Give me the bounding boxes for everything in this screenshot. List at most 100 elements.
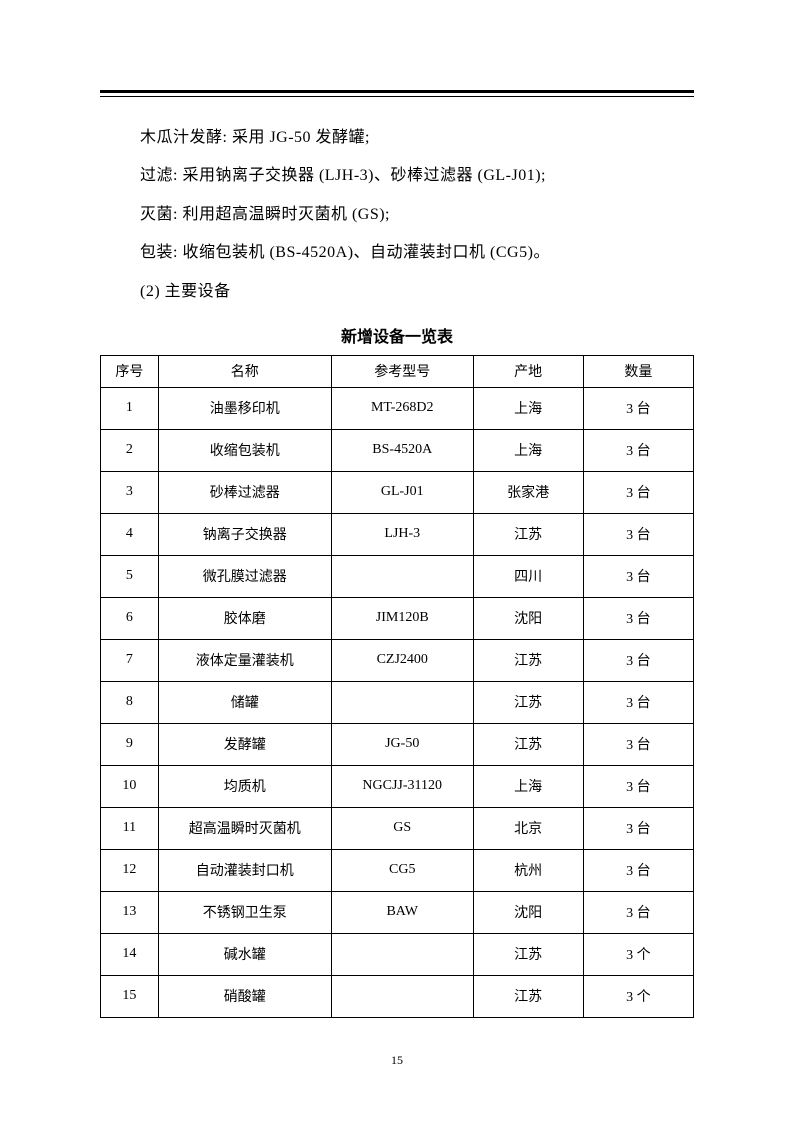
table-cell: 6	[101, 597, 159, 639]
table-cell: 不锈钢卫生泵	[158, 891, 331, 933]
table-row: 4钠离子交换器LJH-3江苏3 台	[101, 513, 694, 555]
table-cell: 碱水罐	[158, 933, 331, 975]
table-cell: 3 台	[583, 681, 693, 723]
table-cell: 胶体磨	[158, 597, 331, 639]
table-cell	[331, 933, 473, 975]
table-cell: 3 台	[583, 807, 693, 849]
table-cell: 江苏	[473, 723, 583, 765]
table-cell: 3 台	[583, 597, 693, 639]
table-cell: 10	[101, 765, 159, 807]
table-row: 1油墨移印机MT-268D2上海3 台	[101, 387, 694, 429]
table-cell: CG5	[331, 849, 473, 891]
table-cell: 超高温瞬时灭菌机	[158, 807, 331, 849]
table-cell	[331, 681, 473, 723]
table-cell: 收缩包装机	[158, 429, 331, 471]
table-cell: 均质机	[158, 765, 331, 807]
table-row: 7液体定量灌装机CZJ2400江苏3 台	[101, 639, 694, 681]
table-cell: 11	[101, 807, 159, 849]
table-cell: 上海	[473, 765, 583, 807]
table-cell: 9	[101, 723, 159, 765]
table-cell: BS-4520A	[331, 429, 473, 471]
table-cell: 江苏	[473, 933, 583, 975]
table-cell: 1	[101, 387, 159, 429]
table-cell: 上海	[473, 429, 583, 471]
table-cell: BAW	[331, 891, 473, 933]
table-cell	[331, 975, 473, 1017]
table-cell: MT-268D2	[331, 387, 473, 429]
col-header-model: 参考型号	[331, 355, 473, 387]
table-cell: JG-50	[331, 723, 473, 765]
table-row: 14碱水罐 江苏3 个	[101, 933, 694, 975]
table-cell: 3	[101, 471, 159, 513]
table-cell: 硝酸罐	[158, 975, 331, 1017]
table-title: 新增设备一览表	[100, 323, 694, 347]
table-cell: GL-J01	[331, 471, 473, 513]
table-cell: 7	[101, 639, 159, 681]
table-cell: 3 台	[583, 639, 693, 681]
table-cell: 江苏	[473, 513, 583, 555]
table-cell: 沈阳	[473, 597, 583, 639]
table-row: 12自动灌装封口机CG5杭州3 台	[101, 849, 694, 891]
table-cell: 3 台	[583, 765, 693, 807]
table-cell: 14	[101, 933, 159, 975]
paragraph-4: 包装: 收缩包装机 (BS‑4520A)、自动灌装封口机 (CG5)。	[100, 234, 694, 272]
col-header-name: 名称	[158, 355, 331, 387]
table-cell: 3 台	[583, 555, 693, 597]
table-row: 13不锈钢卫生泵BAW沈阳3 台	[101, 891, 694, 933]
table-cell: 15	[101, 975, 159, 1017]
table-cell: NGCJJ-31120	[331, 765, 473, 807]
equipment-table: 序号 名称 参考型号 产地 数量 1油墨移印机MT-268D2上海3 台2收缩包…	[100, 355, 694, 1018]
table-row: 10均质机NGCJJ-31120上海3 台	[101, 765, 694, 807]
table-cell: 上海	[473, 387, 583, 429]
table-cell: CZJ2400	[331, 639, 473, 681]
table-cell: 12	[101, 849, 159, 891]
table-cell: LJH-3	[331, 513, 473, 555]
header-rule	[100, 90, 694, 97]
paragraph-3: 灭菌: 利用超高温瞬时灭菌机 (GS);	[100, 196, 694, 234]
table-row: 9发酵罐JG-50江苏3 台	[101, 723, 694, 765]
table-cell: 砂棒过滤器	[158, 471, 331, 513]
table-cell: 3 台	[583, 849, 693, 891]
table-cell: 5	[101, 555, 159, 597]
table-row: 8储罐 江苏3 台	[101, 681, 694, 723]
table-cell: 油墨移印机	[158, 387, 331, 429]
col-header-index: 序号	[101, 355, 159, 387]
table-cell: 沈阳	[473, 891, 583, 933]
table-cell: 13	[101, 891, 159, 933]
table-cell: 发酵罐	[158, 723, 331, 765]
table-cell: 自动灌装封口机	[158, 849, 331, 891]
table-cell: 储罐	[158, 681, 331, 723]
col-header-qty: 数量	[583, 355, 693, 387]
col-header-origin: 产地	[473, 355, 583, 387]
table-row: 2收缩包装机BS-4520A上海3 台	[101, 429, 694, 471]
table-cell: 3 台	[583, 471, 693, 513]
table-cell: 微孔膜过滤器	[158, 555, 331, 597]
table-cell: 3 台	[583, 891, 693, 933]
table-cell: GS	[331, 807, 473, 849]
table-cell: 3 台	[583, 723, 693, 765]
table-cell: 北京	[473, 807, 583, 849]
table-cell: 江苏	[473, 681, 583, 723]
table-row: 3砂棒过滤器GL-J01张家港3 台	[101, 471, 694, 513]
table-cell: 3 个	[583, 975, 693, 1017]
table-cell	[331, 555, 473, 597]
table-cell: 3 台	[583, 387, 693, 429]
table-row: 11超高温瞬时灭菌机GS北京3 台	[101, 807, 694, 849]
table-cell: 3 个	[583, 933, 693, 975]
paragraph-1: 木瓜汁发酵: 采用 JG‑50 发酵罐;	[100, 119, 694, 157]
table-cell: 8	[101, 681, 159, 723]
table-cell: 2	[101, 429, 159, 471]
table-row: 5微孔膜过滤器 四川3 台	[101, 555, 694, 597]
table-cell: 3 台	[583, 429, 693, 471]
paragraph-5: (2) 主要设备	[100, 273, 694, 311]
table-cell: 液体定量灌装机	[158, 639, 331, 681]
table-header-row: 序号 名称 参考型号 产地 数量	[101, 355, 694, 387]
table-cell: JIM120B	[331, 597, 473, 639]
table-row: 6胶体磨JIM120B沈阳3 台	[101, 597, 694, 639]
table-cell: 江苏	[473, 639, 583, 681]
page-number: 15	[0, 1053, 794, 1068]
table-row: 15硝酸罐 江苏3 个	[101, 975, 694, 1017]
table-cell: 江苏	[473, 975, 583, 1017]
table-cell: 四川	[473, 555, 583, 597]
table-cell: 张家港	[473, 471, 583, 513]
